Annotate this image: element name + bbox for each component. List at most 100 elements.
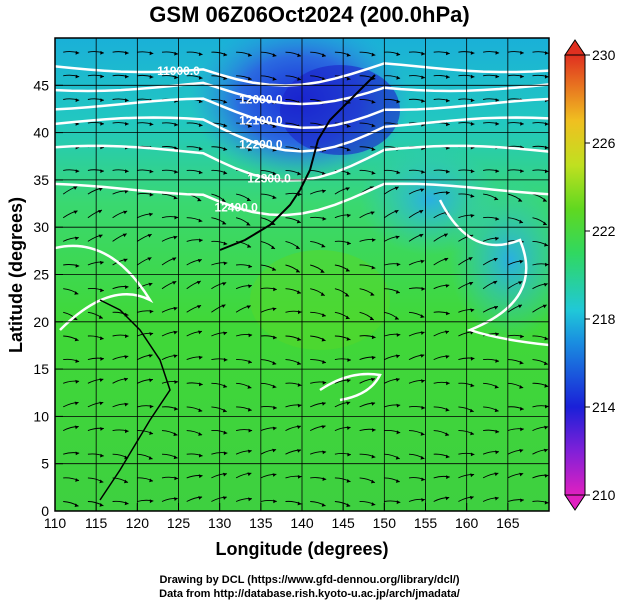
streamline-arrow <box>74 401 79 406</box>
y-tick-label: 15 <box>33 361 49 377</box>
streamline-arrow <box>470 452 475 457</box>
streamline-arrow <box>297 383 302 387</box>
streamline-arrow <box>419 234 424 238</box>
streamline-arrow <box>196 281 201 285</box>
streamline-arrow <box>124 377 128 382</box>
streamline-arrow <box>223 331 228 336</box>
streamline-arrow <box>272 195 277 200</box>
streamline-arrow <box>198 75 203 80</box>
streamline-arrow <box>248 360 252 364</box>
streamline-arrow <box>99 401 104 406</box>
streamline-arrow <box>173 432 178 436</box>
streamline-arrow <box>298 310 302 315</box>
streamline-arrow <box>520 334 524 339</box>
streamline-arrow <box>173 497 178 501</box>
streamline-arrow <box>272 307 277 312</box>
streamline-arrow <box>420 259 425 264</box>
streamline-arrow <box>248 333 253 338</box>
streamline-arrow <box>495 74 500 79</box>
streamline-arrow <box>370 211 375 215</box>
y-axis-ticks: 0 5 10 15 20 25 30 35 40 45 <box>33 77 63 519</box>
streamline-arrow <box>544 145 549 150</box>
streamline-arrow <box>322 216 327 221</box>
streamline-arrow <box>421 75 425 80</box>
streamline-arrow <box>346 479 351 483</box>
streamline-arrow <box>273 335 277 340</box>
streamline-arrow <box>470 169 475 174</box>
x-axis-ticks: 110 115 120 125 130 135 140 145 150 155 160 165 <box>44 503 520 531</box>
streamline-arrow <box>493 281 498 285</box>
streamline-arrow <box>198 432 203 436</box>
streamline-arrow <box>519 472 524 477</box>
streamline-arrow <box>223 170 228 175</box>
streamline-arrow <box>125 74 129 79</box>
streamline-arrow <box>519 360 524 365</box>
streamline-arrow <box>519 219 523 224</box>
streamline-arrow <box>446 475 450 480</box>
streamline-arrow <box>542 304 547 309</box>
streamline-arrow <box>74 503 79 507</box>
streamline-arrow <box>247 449 252 454</box>
streamline-arrow <box>198 123 203 127</box>
streamline-arrow <box>98 210 102 214</box>
streamline-arrow <box>371 402 376 406</box>
x-tick-label: 120 <box>126 515 150 531</box>
streamline-arrow <box>149 431 153 435</box>
streamline-arrow <box>542 198 547 202</box>
streamline-arrow <box>99 336 104 341</box>
streamline-arrow <box>75 478 79 482</box>
streamline-arrow <box>98 315 103 319</box>
streamline-arrow <box>345 293 349 297</box>
streamline-arrow <box>468 257 473 261</box>
streamline-arrow <box>321 337 326 342</box>
streamline-arrow <box>273 499 277 504</box>
streamline-arrow <box>347 358 351 362</box>
streamline-arrow <box>469 496 474 500</box>
streamline-arrow <box>396 75 401 80</box>
streamline-arrow <box>545 262 549 267</box>
streamline-arrow <box>223 430 228 435</box>
streamline-arrow <box>223 241 228 246</box>
colorbar-tick-label: 226 <box>592 135 616 151</box>
streamline-arrow <box>543 448 548 453</box>
streamline-arrow <box>271 245 275 249</box>
streamline-arrow <box>296 219 301 224</box>
streamline-arrow <box>420 432 425 436</box>
streamline-arrow <box>371 479 375 484</box>
x-axis-label: Longitude (degrees) <box>215 539 388 559</box>
streamline-arrow <box>470 194 475 198</box>
streamline-arrow <box>495 359 499 363</box>
streamline-arrow <box>544 122 549 126</box>
streamline-arrow <box>445 284 450 288</box>
streamline-arrow <box>222 282 227 286</box>
streamline-arrow <box>247 124 252 128</box>
streamline-arrow <box>221 304 226 308</box>
streamline-arrow <box>122 233 127 238</box>
credit-drawing: Drawing by DCL (https://www.gfd-dennou.o… <box>159 574 460 586</box>
streamline-arrow <box>74 425 79 430</box>
streamline-arrow <box>420 188 425 192</box>
streamline-arrow <box>421 287 425 291</box>
streamline-arrow <box>543 361 548 366</box>
streamline-arrow <box>149 122 154 127</box>
streamline-arrow <box>297 337 301 341</box>
streamline-arrow <box>75 359 80 363</box>
streamline-arrow <box>346 171 351 176</box>
streamline-arrow <box>221 198 226 202</box>
x-tick-label: 115 <box>85 515 108 531</box>
streamline-arrow <box>223 100 228 104</box>
streamline-arrow <box>100 427 104 431</box>
streamline-arrow <box>123 258 128 263</box>
streamline-arrow <box>322 360 326 364</box>
streamline-arrow <box>272 124 277 128</box>
streamline-arrow <box>346 503 351 507</box>
streamline-arrow <box>223 261 228 266</box>
streamline-arrow <box>345 315 350 320</box>
streamline-arrow <box>73 186 78 190</box>
streamline-arrow <box>421 498 425 502</box>
streamline-arrow <box>148 354 153 358</box>
streamline-arrow <box>198 453 203 458</box>
streamline-arrow <box>149 309 154 314</box>
streamline-arrow <box>420 314 425 318</box>
y-tick-label: 0 <box>41 503 49 519</box>
